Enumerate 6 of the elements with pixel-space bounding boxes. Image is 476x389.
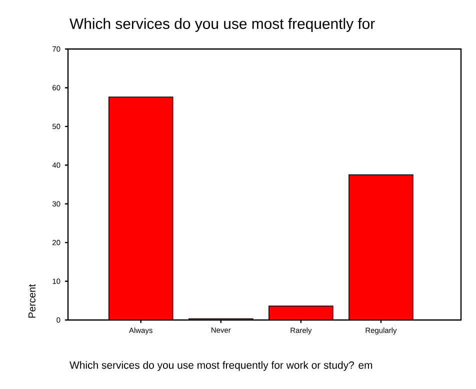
x-axis-title: Which services do you use most frequently for work or study? em — [70, 361, 372, 371]
bar — [348, 174, 414, 320]
chart-title: Which services do you use most frequently for — [70, 18, 375, 32]
bar — [268, 306, 333, 320]
bar — [108, 97, 173, 320]
y-axis-title: Percent — [28, 284, 36, 318]
